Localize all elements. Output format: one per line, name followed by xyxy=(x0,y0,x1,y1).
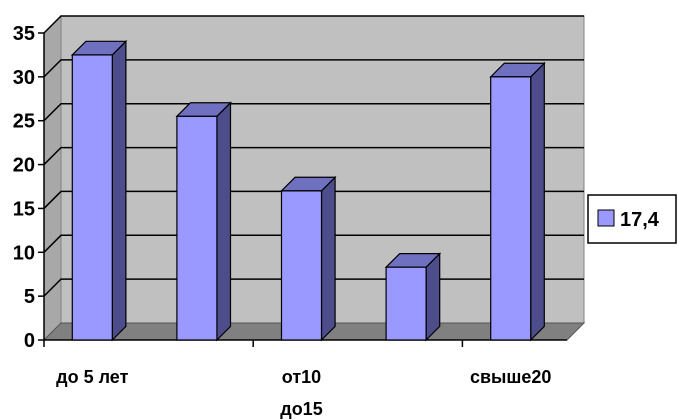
bar xyxy=(70,39,128,342)
y-tick-label: 25 xyxy=(13,111,35,133)
x-category-label: от10 до15 xyxy=(280,367,322,419)
gridline xyxy=(43,15,584,34)
legend-label: 17,4 xyxy=(620,209,660,231)
y-axis-ticks: 0 5 10 15 20 25 30 35 xyxy=(13,23,44,352)
bar-side xyxy=(111,39,127,342)
y-tick-label: 35 xyxy=(13,23,35,45)
gridline xyxy=(43,190,584,209)
plot-area xyxy=(42,14,586,342)
bar-side xyxy=(530,61,545,342)
bar xyxy=(489,61,546,342)
x-axis-categories: до 5 лет от10 до15 свыше20 xyxy=(43,340,551,419)
x-category-label-line: свыше20 xyxy=(470,367,551,387)
bar-front xyxy=(385,266,427,341)
legend-swatch xyxy=(597,209,615,227)
y-tick-label: 10 xyxy=(13,242,35,264)
bar-side xyxy=(320,175,336,342)
gridline xyxy=(43,234,584,253)
x-category-label-line: от10 xyxy=(282,367,321,387)
legend: 17,4 xyxy=(587,194,677,244)
bar-side xyxy=(216,101,232,342)
gridline xyxy=(43,146,584,166)
y-tick-label: 0 xyxy=(24,330,35,352)
side-wall xyxy=(43,14,62,342)
bar-front xyxy=(71,54,113,341)
x-category-label: свыше20 xyxy=(470,367,551,387)
bar-side xyxy=(425,252,441,342)
bar xyxy=(280,175,337,342)
bar-front xyxy=(490,76,532,341)
bar xyxy=(384,252,442,342)
x-category-label-line: до 5 лет xyxy=(56,367,128,387)
x-category-label-line: до15 xyxy=(280,399,322,419)
bar xyxy=(175,101,232,342)
x-category-label: до 5 лет xyxy=(56,367,128,387)
y-tick-label: 15 xyxy=(13,198,35,220)
y-tick-label: 5 xyxy=(24,286,35,308)
gridline xyxy=(43,59,584,78)
y-tick-label: 30 xyxy=(13,67,35,89)
y-tick-label: 20 xyxy=(13,155,35,177)
gridline xyxy=(43,102,584,122)
bar-front xyxy=(176,115,218,341)
bar-front xyxy=(280,190,323,341)
